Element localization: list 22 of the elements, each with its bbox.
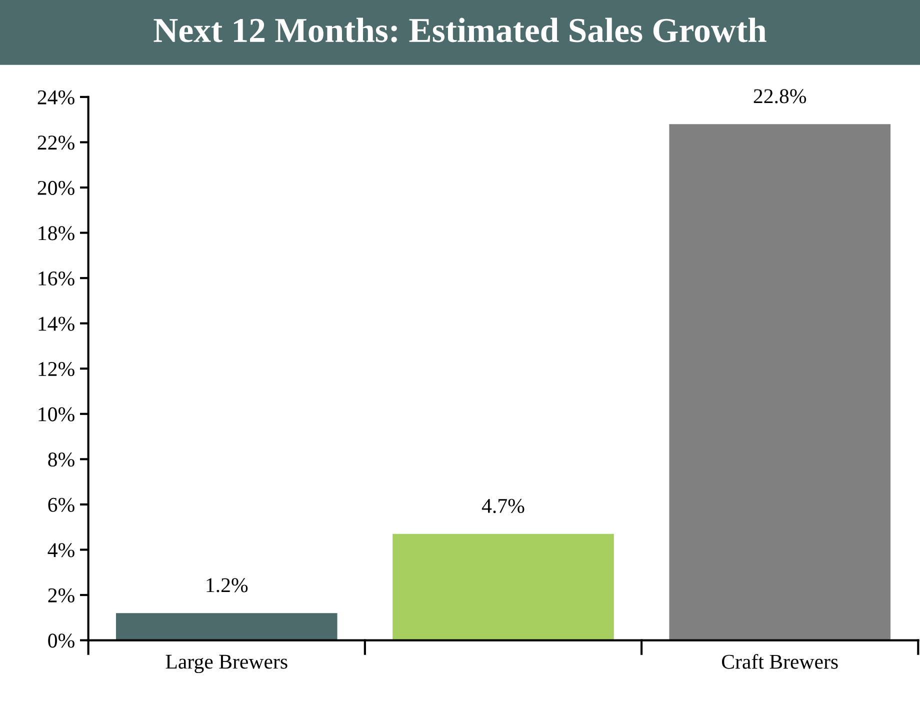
y-tick-label: 22% [38,136,74,150]
bar [669,124,890,640]
y-tick-label: 4% [48,543,74,558]
bar [392,534,614,640]
chart-title: Next 12 Months: Estimated Sales Growth [154,18,766,42]
y-tick-label: 24% [38,90,74,104]
y-tick-label: 12% [38,362,74,376]
y-tick-label: 0% [48,634,74,648]
y-tick-label: 2% [48,588,74,602]
data-label: 22.8% [754,89,806,104]
data-label: 4.7% [482,498,524,514]
y-tick-label: 10% [38,407,74,422]
y-tick-label: 14% [38,316,74,331]
data-label: 1.2% [206,578,248,592]
y-tick-label: 18% [38,226,74,240]
x-tick-label: Craft Brewers [722,654,838,669]
bar [116,613,338,640]
y-tick-label: 16% [38,271,74,286]
y-tick-label: 8% [48,452,74,467]
x-tick-label: Large Brewers [166,654,288,674]
y-tick-label: 20% [38,180,74,196]
y-tick-label: 6% [48,498,74,512]
